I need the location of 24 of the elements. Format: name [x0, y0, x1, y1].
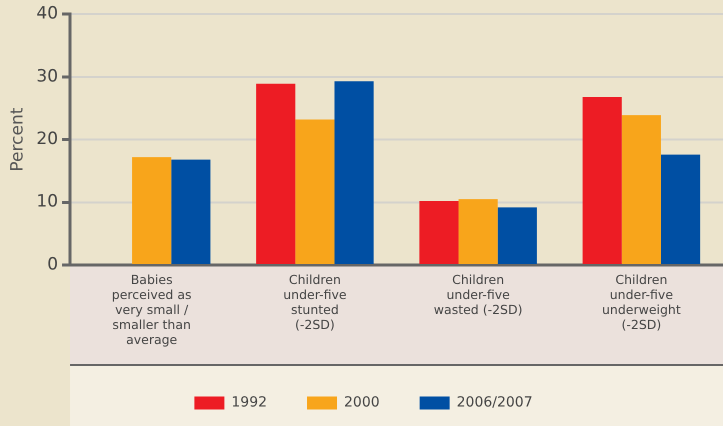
legend-label: 1992 [231, 394, 268, 411]
bar [132, 157, 172, 264]
x-tick-label: Children under-five underweight (-2SD) [602, 272, 681, 332]
bar [171, 160, 210, 264]
bar [256, 84, 296, 264]
bar [295, 120, 334, 264]
bar [419, 201, 459, 264]
y-tick-label: 0 [47, 254, 58, 274]
bar [334, 81, 374, 264]
bar [582, 96, 622, 264]
y-axis-title: Percent [8, 107, 28, 172]
x-tick-label: Babies perceived as very small / smaller than average [112, 272, 192, 347]
legend-label: 2006/2007 [456, 394, 533, 411]
y-tick-label: 40 [36, 4, 58, 24]
bar [498, 207, 537, 264]
y-tick-label: 10 [36, 192, 58, 212]
y-tick-label: 30 [36, 66, 58, 86]
bar [660, 154, 700, 264]
x-tick-label: Children under-five stunted (-2SD) [283, 272, 347, 332]
bar [622, 115, 661, 264]
x-tick-label: Children under-five wasted (-2SD) [434, 272, 522, 317]
bar [458, 199, 498, 264]
y-tick-label: 20 [36, 129, 58, 150]
legend-label: 2000 [344, 394, 380, 411]
